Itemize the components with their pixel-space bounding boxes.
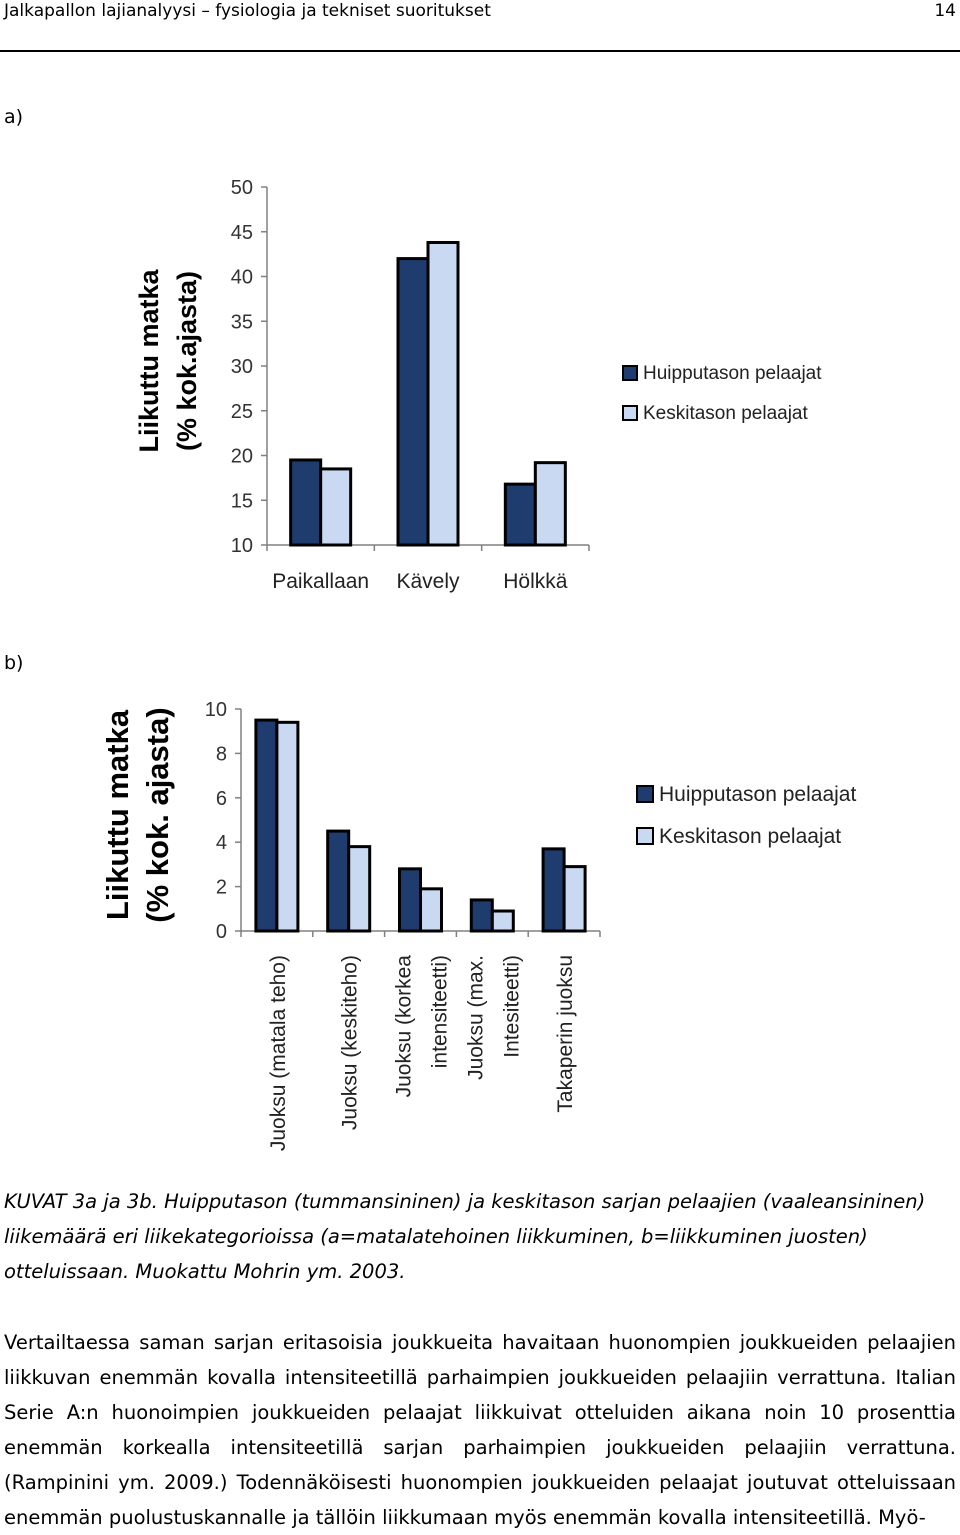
chart-a-y-tick-label: 25 (231, 401, 253, 423)
panel-b-label: b) (4, 652, 24, 674)
chart-b-bar (275, 720, 300, 933)
chart-b-category-label: Juoksu (matala teho) (267, 955, 290, 1151)
chart-b-category-label: Takaperin juoksu (554, 955, 577, 1113)
chart-b-category-label: Juoksu (keskiteho) (339, 955, 362, 1130)
chart-b-y-tick-label: 0 (216, 921, 227, 943)
chart-a-bar (319, 467, 353, 547)
panel-a-label: a) (4, 106, 24, 128)
chart-a-legend-swatch (622, 365, 638, 381)
chart-b-category-label: Juoksu (korkea (393, 955, 416, 1098)
chart-a-y-tick-label: 40 (231, 267, 253, 289)
figure-caption: KUVAT 3a ja 3b. Huipputason (tummansinin… (4, 1190, 926, 1283)
chart-b-y-label-line2: (% kok. ajasta) (140, 707, 175, 922)
chart-a-y-label-line2: (% kok.ajasta) (172, 271, 202, 451)
chart-b-legend-swatch (636, 827, 654, 845)
chart-a-bar (533, 461, 567, 547)
chart-a-y-tick-label: 20 (231, 446, 253, 468)
chart-b-y-tick-label: 4 (216, 832, 227, 854)
chart-b-bar (419, 887, 443, 933)
chart-b-bar (541, 847, 566, 933)
chart-b-y-tick-label: 6 (216, 788, 227, 810)
chart-a-legend-swatch (622, 405, 638, 421)
chart-b-bar (398, 867, 422, 933)
chart-a-y-tick-label: 45 (231, 222, 253, 244)
chart-a-legend-label: Huipputason pelaajat (643, 363, 822, 384)
chart-b-bar (326, 829, 351, 933)
chart-a-y-tick-label: 30 (231, 356, 253, 378)
chart-b-bar (562, 865, 587, 933)
chart-b-y-tick-label: 2 (216, 877, 227, 899)
chart-b: 0 2 4 6 8 10 Juoksu (matala teho) Juoksu (keski… (100, 699, 856, 1151)
chart-a-y-tick-label: 50 (231, 177, 253, 199)
chart-b-bar (254, 718, 279, 933)
chart-b-category-label: Intesiteetti) (500, 955, 523, 1058)
chart-a-y-tick-label: 10 (231, 535, 253, 557)
chart-a-y-tick-label: 35 (231, 311, 253, 333)
page-number: 14 (934, 1, 956, 21)
chart-b-legend-label: Huipputason pelaajat (659, 783, 856, 806)
chart-b-bar (490, 909, 515, 933)
chart-a-y-tick-label: 15 (231, 490, 253, 512)
chart-b-y-tick-label: 8 (216, 743, 227, 765)
chart-b-y-label-line1: Liikuttu matka (100, 709, 135, 920)
chart-b-y-tick-label: 10 (205, 699, 227, 721)
chart-a: 10 15 20 25 30 35 40 45 50 Paikallaan Kävely Hölkkä… (134, 177, 822, 593)
chart-b-legend-swatch (636, 785, 654, 803)
chart-b-bar (469, 898, 494, 933)
chart-a-category-label: Hölkkä (503, 570, 568, 593)
header-title: Jalkapallon lajianalyysi – fysiologia ja… (4, 1, 491, 21)
chart-a-y-label-line1: Liikuttu matka (134, 269, 164, 453)
chart-a-bar (426, 240, 460, 547)
chart-a-legend-label: Keskitason pelaajat (643, 403, 808, 424)
body-paragraph: Vertailtaessa saman sarjan eritasoisia j… (4, 1331, 956, 1529)
chart-b-legend-label: Keskitason pelaajat (659, 825, 841, 848)
page-header: Jalkapallon lajianalyysi – fysiologia ja… (0, 0, 960, 52)
chart-b-category-label: Juoksu (max. (464, 955, 487, 1080)
chart-a-category-label: Kävely (396, 570, 460, 593)
chart-a-category-label: Paikallaan (272, 570, 369, 593)
chart-b-category-label: intensiteetti) (429, 955, 452, 1068)
chart-b-bar (347, 845, 372, 933)
